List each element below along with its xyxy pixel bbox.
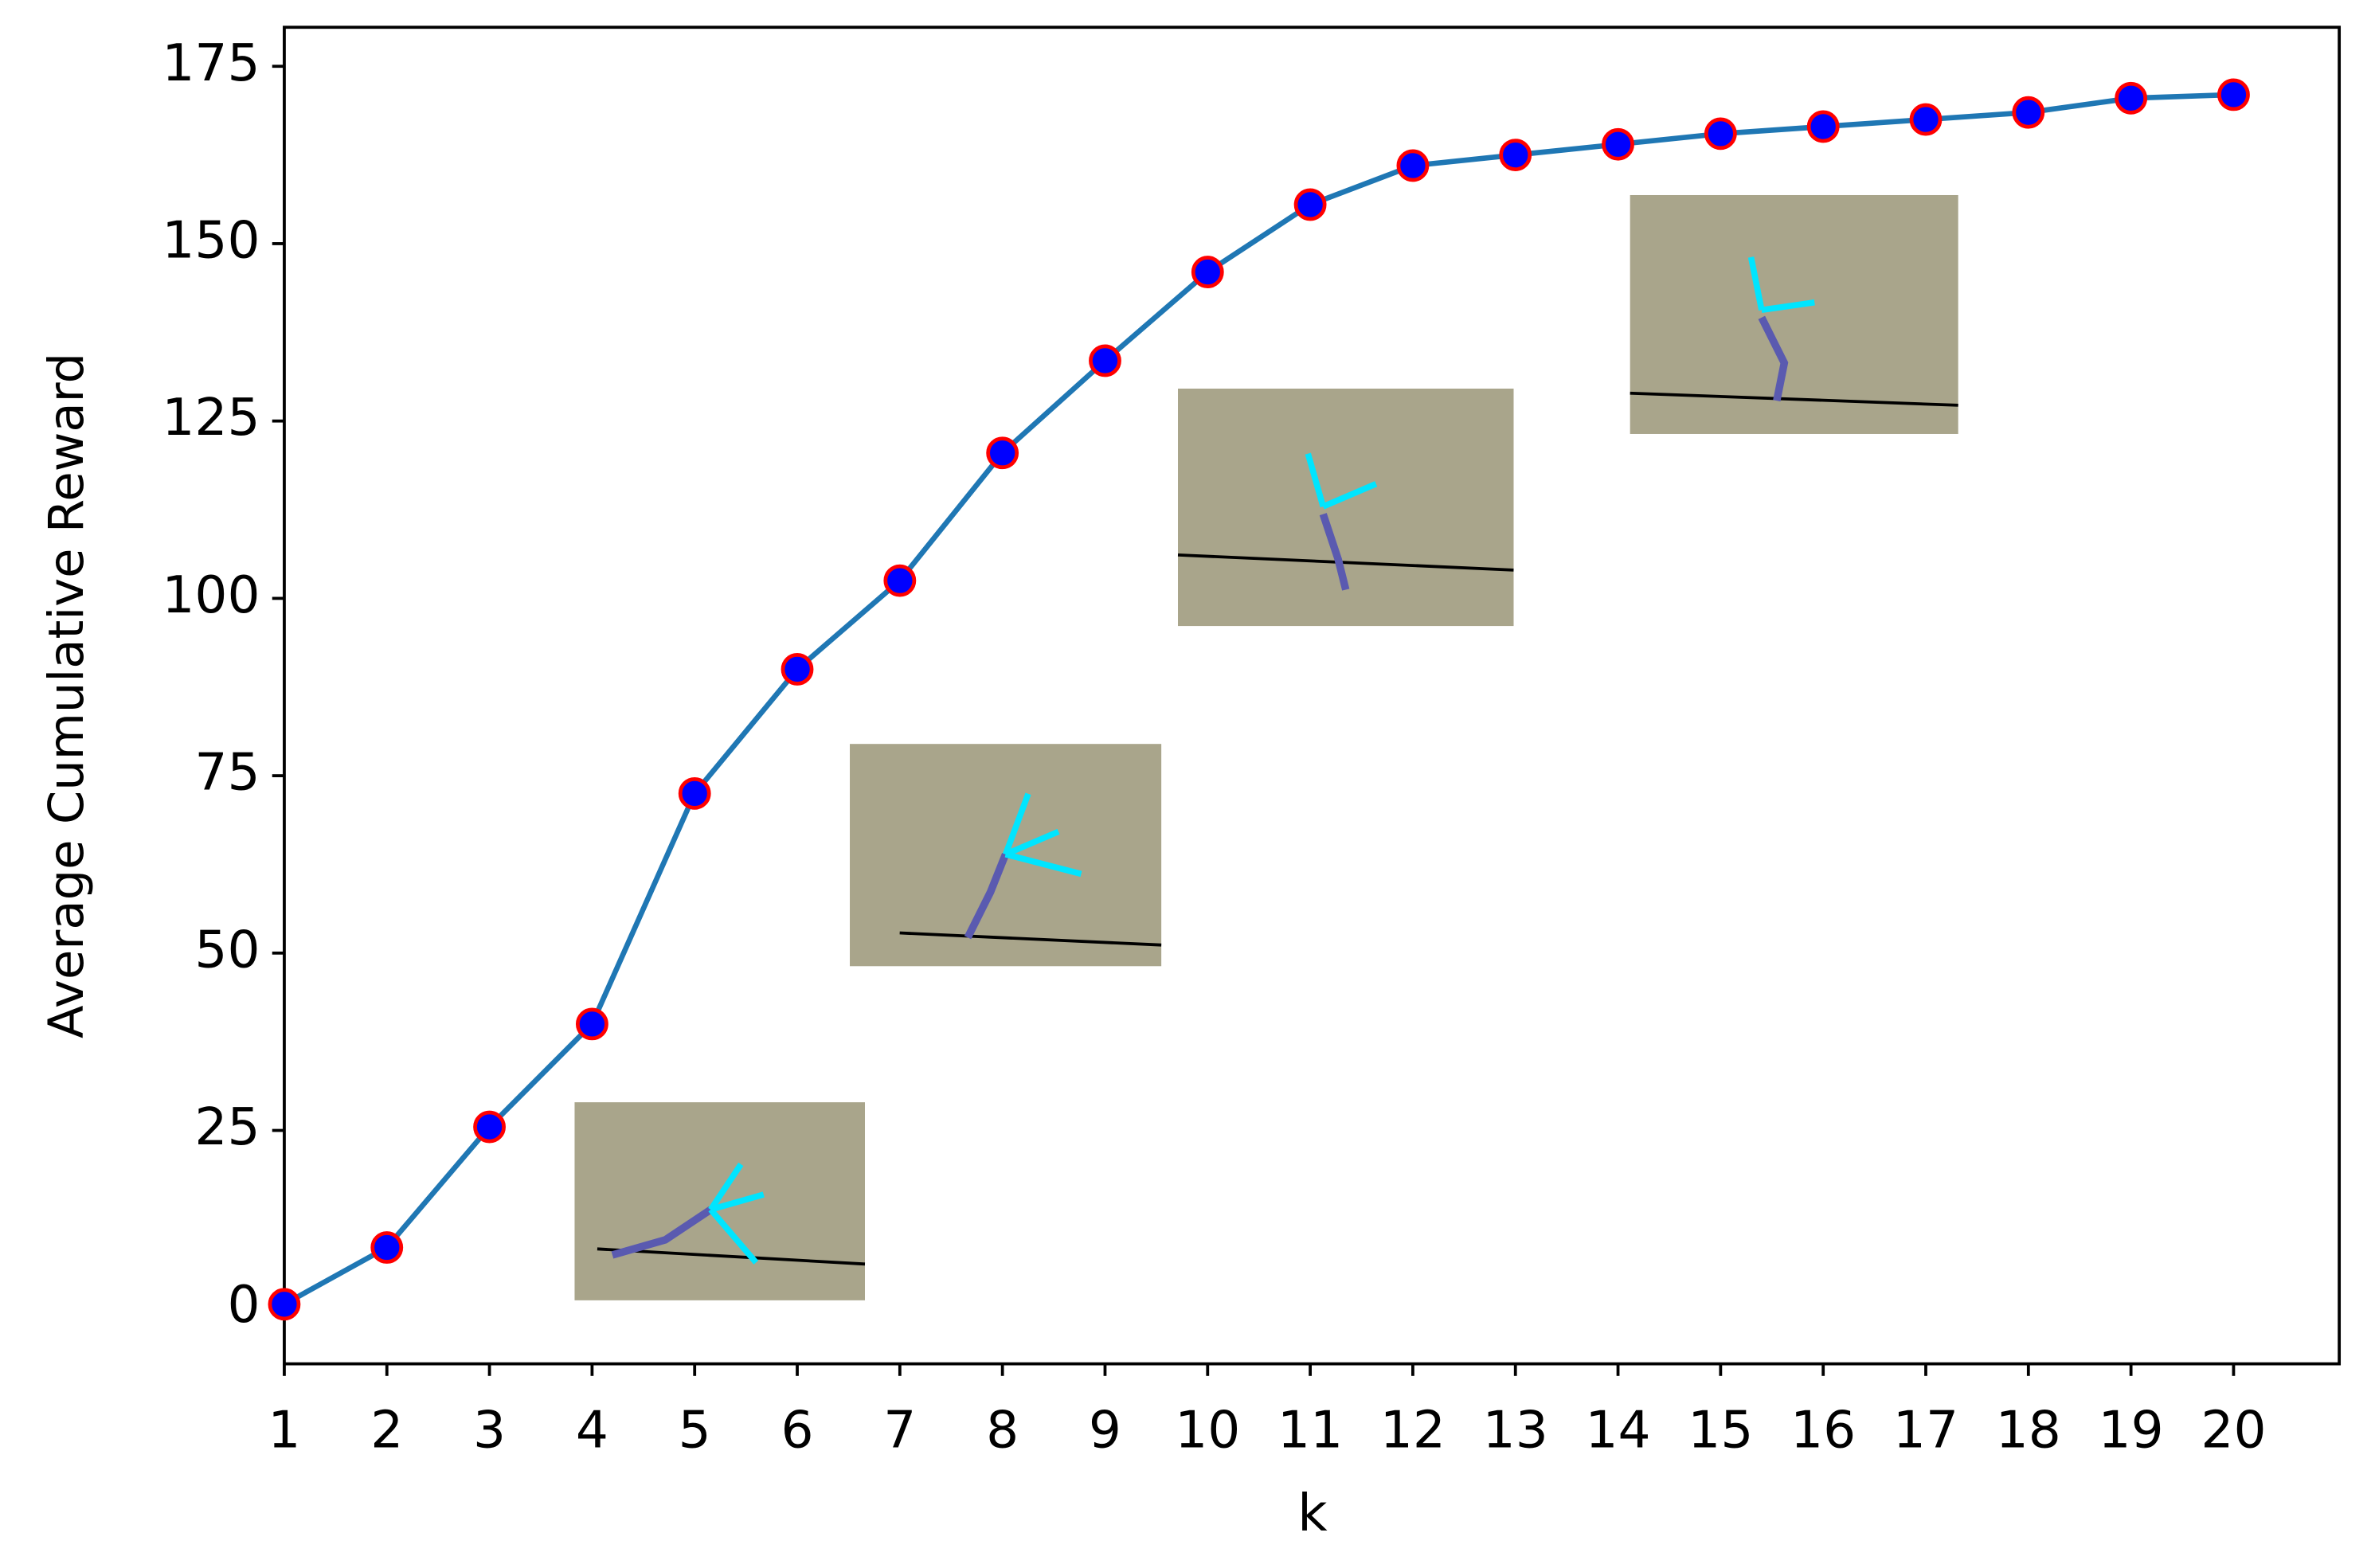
x-tick-label: 7 (883, 1401, 916, 1460)
x-tick-label: 1 (268, 1401, 300, 1460)
marker (268, 1288, 301, 1321)
marker (370, 1231, 404, 1264)
marker (1089, 344, 1121, 377)
marker (1909, 103, 1943, 136)
x-tick-label: 2 (370, 1401, 403, 1460)
marker (1499, 139, 1532, 172)
marker (2115, 81, 2148, 115)
marker (1602, 127, 1634, 161)
inset-image (574, 1102, 866, 1300)
x-tick-label: 8 (986, 1401, 1019, 1460)
y-tick-label: 125 (162, 388, 260, 448)
x-tick-label: 9 (1089, 1401, 1121, 1460)
y-tick-label: 100 (162, 565, 260, 625)
x-tick-label: 18 (1996, 1401, 2061, 1460)
x-tick-label: 16 (1790, 1401, 1856, 1460)
x-tick-label: 10 (1175, 1401, 1240, 1460)
marker (2012, 96, 2045, 129)
y-tick-label: 25 (194, 1097, 260, 1157)
marker (986, 436, 1019, 470)
x-tick-label: 17 (1893, 1401, 1958, 1460)
y-tick-label: 150 (162, 211, 260, 271)
marker (1396, 149, 1430, 182)
x-tick-label: 15 (1688, 1401, 1753, 1460)
marker (1293, 188, 1327, 221)
inset-image (850, 744, 1162, 967)
inset-image (1177, 389, 1514, 627)
x-tick-label: 3 (473, 1401, 506, 1460)
x-tick-label: 19 (2099, 1401, 2164, 1460)
marker (473, 1110, 506, 1144)
x-tick-label: 20 (2201, 1401, 2266, 1460)
marker (1191, 256, 1224, 289)
y-tick-label: 50 (194, 920, 260, 980)
marker (575, 1007, 608, 1041)
y-tick-label: 0 (227, 1275, 260, 1335)
x-tick-label: 5 (679, 1401, 711, 1460)
line (283, 92, 2234, 1307)
x-tick-label: 14 (1585, 1401, 1650, 1460)
marker (781, 653, 814, 686)
insets (574, 194, 1958, 1300)
marker (1704, 117, 1737, 151)
y-tick-label: 175 (162, 33, 260, 93)
plot-frame (283, 25, 2342, 1366)
y-axis-label: Average Cumulative Reward (39, 353, 95, 1038)
x-tick-label: 13 (1483, 1401, 1548, 1460)
x-axis-label: k (1297, 1484, 1328, 1543)
x-tick-label: 11 (1277, 1401, 1343, 1460)
inset-image (1630, 194, 1958, 434)
y-tick-label: 75 (194, 743, 260, 803)
x-tick-label: 12 (1380, 1401, 1446, 1460)
marker (2217, 78, 2250, 111)
marker (1806, 110, 1840, 143)
marker (678, 776, 711, 810)
marker (883, 564, 917, 597)
x-tick-label: 4 (576, 1401, 608, 1460)
x-tick-label: 6 (781, 1401, 813, 1460)
